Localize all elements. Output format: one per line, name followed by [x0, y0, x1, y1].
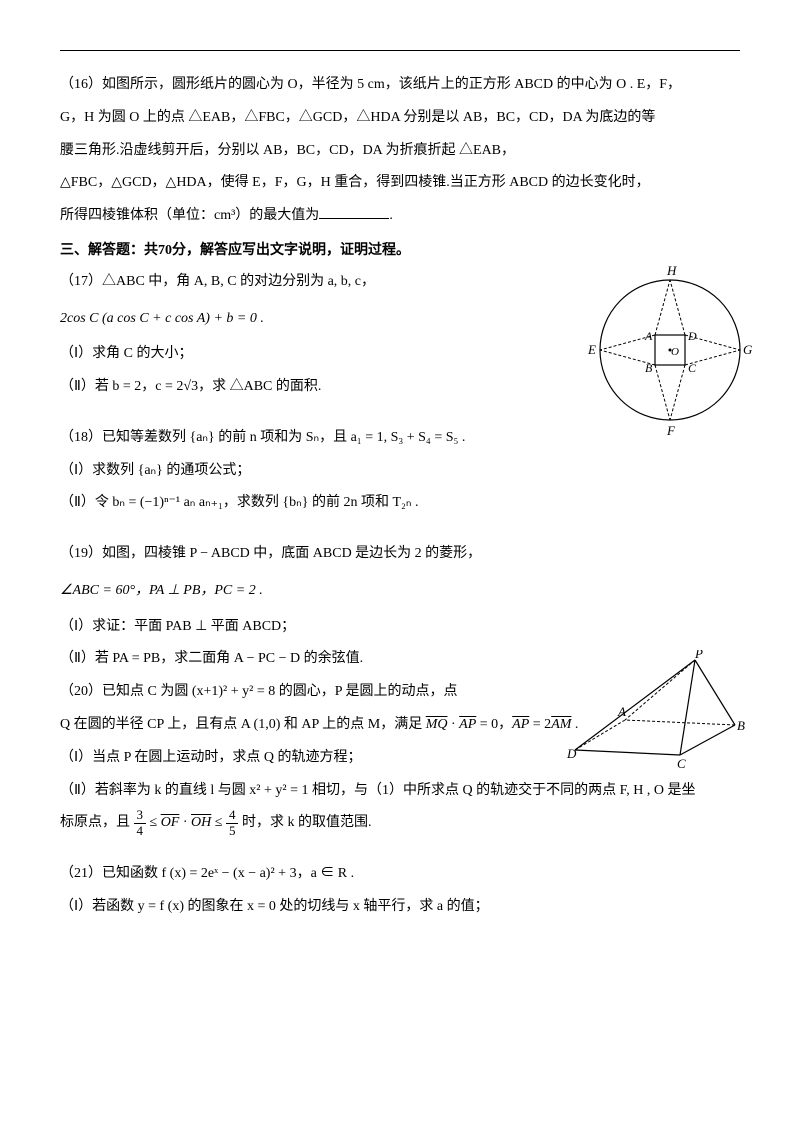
- label-H: H: [666, 263, 677, 278]
- label-D: D: [566, 746, 577, 761]
- q19-p2: （Ⅱ）若 PA = PB，求二面角 A − PC − D 的余弦值.: [60, 644, 540, 675]
- label-E: E: [587, 342, 596, 357]
- q16-line5: 所得四棱锥体积（单位：cm³）的最大值为.: [60, 201, 740, 232]
- blank-fill: [319, 205, 389, 219]
- q17-line1: （17）△ABC 中，角 A, B, C 的对边分别为 a, b, c，: [60, 267, 540, 298]
- q17-p1: （Ⅰ）求角 C 的大小；: [60, 339, 540, 370]
- label-D: D: [687, 329, 697, 343]
- label-B: B: [737, 718, 745, 733]
- q17-eq: 2cos C (a cos C + c cos A) + b = 0 .: [60, 302, 540, 336]
- q20-p2b: 标原点，且 34 ≤ OF · OH ≤ 45 时，求 k 的取值范围.: [60, 808, 740, 839]
- header-rule: [60, 50, 740, 51]
- label-A: A: [644, 329, 653, 343]
- q19-line1: （19）如图，四棱锥 P − ABCD 中，底面 ABCD 是边长为 2 的菱形…: [60, 539, 540, 570]
- label-F: F: [666, 423, 676, 438]
- label-G: G: [743, 342, 753, 357]
- q16-line5-text: 所得四棱锥体积（单位：cm³）的最大值为: [60, 208, 319, 223]
- figure-circle: H G F E A D C B O: [585, 260, 755, 440]
- label-A: A: [617, 704, 626, 719]
- q19-eq: ∠ABC = 60°，PA ⊥ PB，PC = 2 .: [60, 574, 540, 608]
- label-C: C: [688, 361, 697, 375]
- q20-p2a: （Ⅱ）若斜率为 k 的直线 l 与圆 x² + y² = 1 相切，与（1）中所…: [60, 776, 740, 807]
- label-P: P: [694, 650, 703, 661]
- label-B: B: [645, 361, 653, 375]
- q16-line1: （16）如图所示，圆形纸片的圆心为 O，半径为 5 cm，该纸片上的正方形 AB…: [60, 70, 740, 101]
- label-C: C: [677, 756, 686, 770]
- q16-line2: G，H 为圆 O 上的点 △EAB，△FBC，△GCD，△HDA 分别是以 AB…: [60, 103, 740, 134]
- figure-pyramid: P D C B A: [565, 650, 745, 770]
- q16-line4: △FBC，△GCD，△HDA，使得 E，F，G，H 重合，得到四棱锥.当正方形 …: [60, 168, 740, 199]
- q17-p2: （Ⅱ）若 b = 2，c = 2√3，求 △ABC 的面积.: [60, 372, 540, 403]
- q21-line1: （21）已知函数 f (x) = 2eˣ − (x − a)² + 3，a ∈ …: [60, 859, 740, 890]
- label-O: O: [671, 346, 679, 358]
- q21-p1: （Ⅰ）若函数 y = f (x) 的图象在 x = 0 处的切线与 x 轴平行，…: [60, 892, 740, 923]
- q19-p1: （Ⅰ）求证：平面 PAB ⊥ 平面 ABCD；: [60, 612, 540, 643]
- q18-p2: （Ⅱ）令 bₙ = (−1)ⁿ⁻¹ aₙ aₙ₊₁，求数列 {bₙ} 的前 2n…: [60, 488, 740, 519]
- q18-p1: （Ⅰ）求数列 {aₙ} 的通项公式；: [60, 456, 740, 487]
- q16-line3: 腰三角形.沿虚线剪开后，分别以 AB，BC，CD，DA 为折痕折起 △EAB，: [60, 136, 740, 167]
